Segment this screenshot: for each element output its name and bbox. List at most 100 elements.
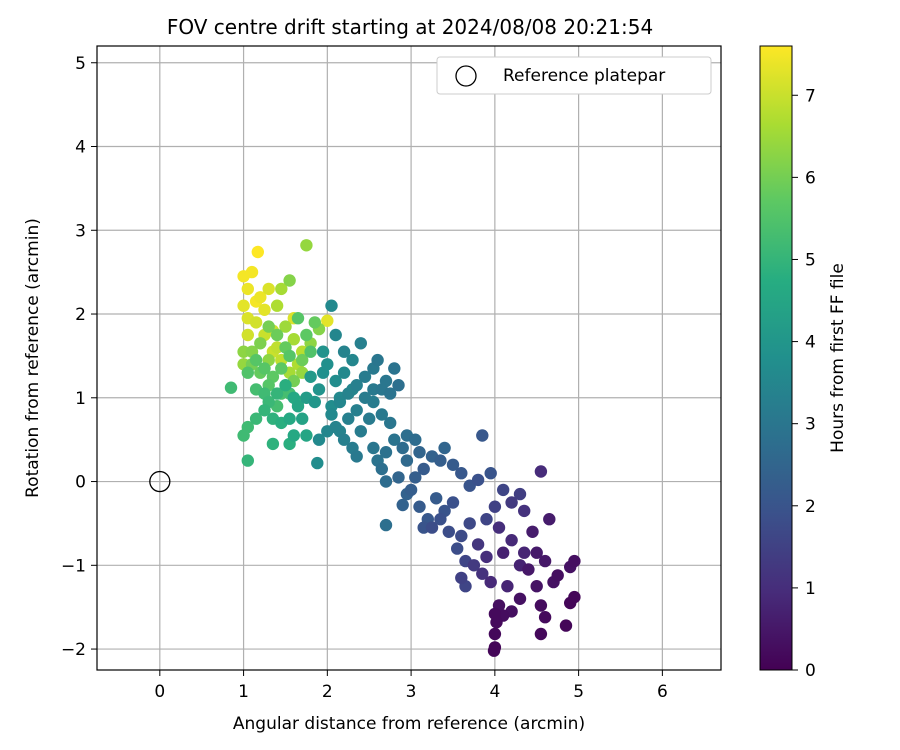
data-point (522, 563, 535, 576)
data-point (480, 513, 493, 526)
data-point (438, 441, 451, 455)
y-tick-label: 1 (75, 389, 86, 409)
data-point (488, 500, 502, 513)
data-point (241, 328, 254, 342)
data-point (304, 345, 317, 358)
data-point (363, 412, 376, 425)
data-point (530, 546, 543, 559)
data-point (342, 412, 355, 425)
data-point (254, 337, 267, 350)
data-point (471, 473, 485, 487)
data-point (354, 337, 367, 350)
data-point (505, 496, 518, 509)
data-point (367, 441, 380, 455)
data-point (505, 534, 518, 547)
data-point (350, 404, 363, 417)
data-point (300, 429, 313, 442)
y-tick-label: 5 (75, 54, 86, 74)
data-point (237, 429, 250, 442)
data-point (325, 299, 338, 312)
data-point (425, 521, 439, 534)
data-point (283, 412, 296, 425)
x-tick-label: 3 (406, 682, 417, 702)
data-point (379, 446, 393, 459)
data-point (241, 366, 254, 379)
data-point (321, 314, 334, 327)
data-point (484, 575, 497, 589)
y-tick-label: 0 (75, 473, 86, 493)
data-point (300, 328, 313, 342)
data-point (471, 538, 485, 551)
data-point (538, 554, 552, 568)
data-point (492, 521, 506, 534)
data-point (254, 291, 267, 304)
data-point (480, 550, 493, 564)
data-point (409, 433, 422, 446)
reference-platepar-marker (149, 470, 171, 493)
data-point (526, 525, 539, 538)
y-tick-label: −1 (61, 556, 86, 576)
data-point (404, 483, 418, 497)
x-tick-label: 5 (573, 682, 584, 702)
data-point (342, 387, 355, 400)
legend-marker (455, 65, 477, 87)
data-point (497, 546, 510, 559)
data-point (304, 370, 317, 383)
data-point (308, 395, 321, 409)
data-point (455, 529, 468, 543)
grid (97, 46, 721, 670)
data-point (262, 320, 275, 333)
legend-box (436, 56, 712, 95)
data-point (488, 627, 502, 641)
data-point (487, 644, 501, 657)
data-point (283, 349, 296, 363)
data-point (392, 471, 405, 484)
x-tick-label: 6 (657, 682, 668, 702)
data-point (354, 425, 367, 438)
data-point (518, 546, 531, 559)
colorbar-ticks: 0 1 2 3 4 5 6 7 (792, 86, 816, 681)
data-point (375, 408, 388, 421)
plot-area-frame (96, 45, 722, 671)
colorbar-tick-label: 3 (805, 415, 816, 435)
data-point (270, 299, 284, 312)
data-point (379, 518, 393, 532)
data-point (316, 345, 330, 358)
x-axis-label: Angular distance from reference (arcmin) (233, 714, 585, 734)
data-point (375, 462, 388, 476)
data-point (283, 274, 296, 287)
legend-entry-label: Reference platepar (503, 66, 665, 86)
data-point (371, 353, 384, 367)
data-point (559, 619, 573, 632)
data-point (396, 498, 409, 512)
data-point (501, 580, 514, 593)
data-point (321, 358, 334, 371)
data-point (392, 379, 405, 392)
data-point (534, 465, 548, 478)
data-point (350, 379, 363, 392)
x-tick-label: 2 (322, 682, 333, 702)
y-tick-label: 4 (75, 138, 86, 158)
chart-title: FOV centre drift starting at 2024/08/08 … (167, 15, 653, 39)
data-point (224, 381, 238, 394)
data-point (379, 475, 393, 488)
data-point (513, 592, 527, 605)
colorbar: 0 1 2 3 4 5 6 7 Hours from first FF file (759, 45, 848, 681)
data-point (258, 303, 271, 316)
data-point (568, 554, 581, 568)
data-point (446, 458, 460, 471)
axis-ticks: 0 1 2 3 4 5 6 −2 −1 0 1 2 3 4 5 (61, 54, 668, 702)
data-point (413, 446, 426, 459)
colorbar-gradient (759, 45, 793, 671)
data-point (384, 416, 397, 430)
data-point (413, 500, 426, 513)
scatter-points (149, 239, 581, 657)
data-point (350, 450, 363, 463)
data-point (446, 496, 460, 509)
data-point (337, 433, 351, 446)
data-point (430, 492, 443, 505)
data-point (337, 345, 351, 358)
colorbar-tick-label: 6 (805, 168, 816, 188)
y-tick-label: −2 (61, 640, 86, 660)
data-point (358, 370, 372, 383)
